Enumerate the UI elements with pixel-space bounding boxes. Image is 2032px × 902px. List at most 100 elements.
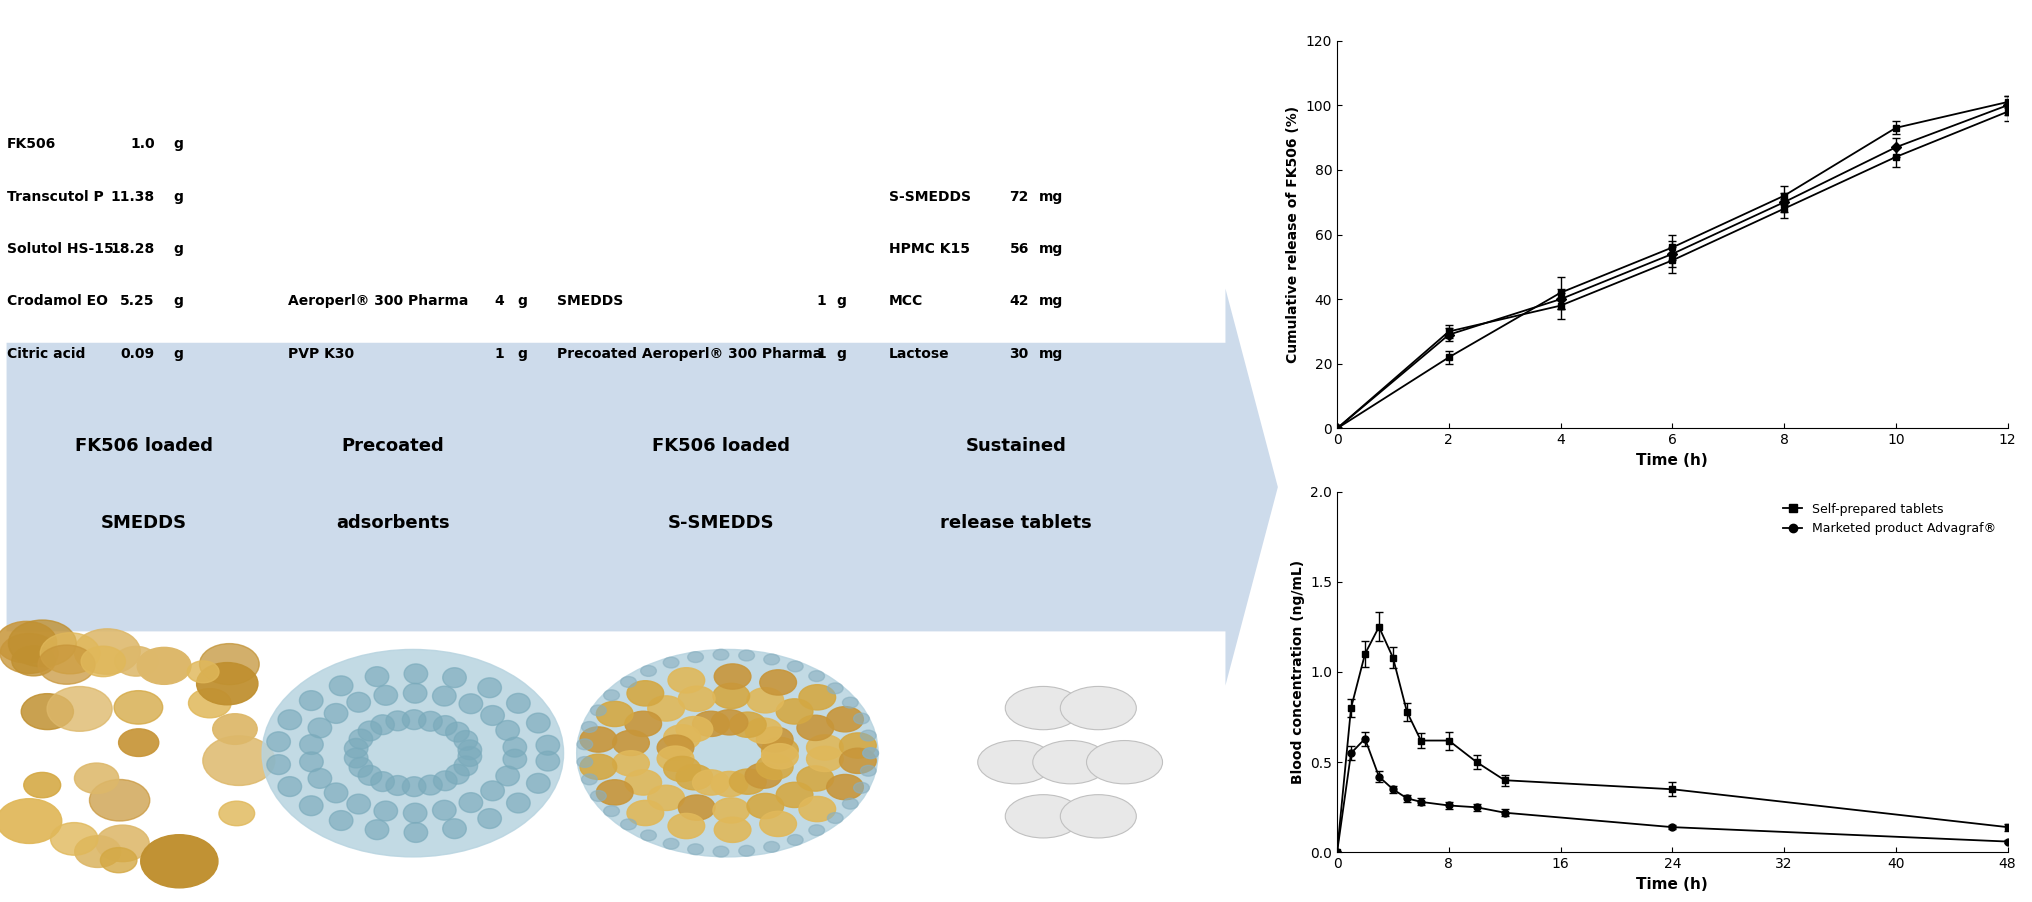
Circle shape [740, 845, 754, 856]
Circle shape [577, 649, 878, 857]
Text: 72: 72 [1010, 189, 1028, 204]
Circle shape [24, 772, 61, 797]
Text: mg: mg [1038, 189, 1063, 204]
Circle shape [20, 694, 73, 730]
Circle shape [843, 697, 858, 708]
Circle shape [591, 705, 606, 716]
Circle shape [786, 834, 803, 845]
Circle shape [786, 661, 803, 672]
Circle shape [860, 730, 876, 741]
Text: mg: mg [1038, 346, 1063, 361]
Ellipse shape [443, 667, 465, 687]
Y-axis label: Blood concentration (ng/mL): Blood concentration (ng/mL) [1290, 560, 1305, 784]
Text: HPMC K15: HPMC K15 [888, 242, 969, 256]
Ellipse shape [445, 723, 469, 742]
Circle shape [614, 731, 650, 756]
Ellipse shape [299, 796, 323, 815]
Circle shape [669, 814, 705, 839]
Ellipse shape [496, 721, 520, 741]
Ellipse shape [419, 775, 443, 795]
Circle shape [577, 757, 593, 768]
Text: 1: 1 [817, 346, 825, 361]
Circle shape [75, 763, 118, 794]
Circle shape [713, 846, 729, 857]
Circle shape [140, 834, 217, 888]
Ellipse shape [1061, 795, 1136, 838]
Text: adsorbents: adsorbents [337, 514, 449, 532]
Ellipse shape [347, 693, 370, 713]
Circle shape [827, 813, 843, 824]
Text: mg: mg [1038, 242, 1063, 256]
Text: 56: 56 [1010, 242, 1028, 256]
Circle shape [581, 774, 597, 785]
Circle shape [614, 750, 650, 776]
Circle shape [75, 629, 140, 674]
Circle shape [138, 648, 191, 685]
Ellipse shape [506, 793, 530, 813]
Circle shape [189, 688, 232, 718]
Ellipse shape [374, 801, 398, 821]
Text: 18.28: 18.28 [110, 242, 154, 256]
Ellipse shape [299, 734, 323, 754]
Circle shape [669, 667, 705, 693]
Ellipse shape [445, 764, 469, 784]
Ellipse shape [1006, 795, 1081, 838]
Ellipse shape [536, 751, 559, 771]
Circle shape [827, 683, 843, 694]
Text: g: g [837, 346, 845, 361]
Text: Crodamol EO: Crodamol EO [6, 294, 108, 308]
Circle shape [591, 790, 606, 801]
Text: S-SMEDDS: S-SMEDDS [669, 514, 774, 532]
Circle shape [764, 842, 780, 852]
Ellipse shape [478, 809, 502, 829]
Text: release tablets: release tablets [941, 514, 1091, 532]
Ellipse shape [350, 758, 372, 778]
Text: g: g [173, 294, 183, 308]
Circle shape [797, 766, 833, 791]
Polygon shape [6, 289, 1278, 686]
Circle shape [839, 748, 876, 773]
Text: Citric acid: Citric acid [6, 346, 85, 361]
Ellipse shape [404, 803, 427, 823]
Ellipse shape [347, 794, 370, 814]
Text: Precoated Aeroperl® 300 Pharma: Precoated Aeroperl® 300 Pharma [557, 346, 823, 361]
Circle shape [839, 733, 876, 759]
Circle shape [756, 727, 792, 752]
Ellipse shape [459, 694, 484, 713]
Ellipse shape [482, 705, 504, 725]
Ellipse shape [370, 772, 394, 792]
Text: FK506 loaded: FK506 loaded [652, 437, 790, 456]
Circle shape [75, 836, 120, 868]
Circle shape [760, 670, 797, 695]
Text: g: g [173, 137, 183, 152]
Ellipse shape [299, 691, 323, 711]
Circle shape [756, 754, 792, 779]
Circle shape [797, 715, 833, 741]
Ellipse shape [386, 776, 410, 796]
Ellipse shape [1087, 741, 1162, 784]
Circle shape [677, 716, 713, 741]
Ellipse shape [977, 741, 1055, 784]
Ellipse shape [343, 739, 368, 759]
Ellipse shape [343, 748, 368, 768]
Text: Aeroperl® 300 Pharma: Aeroperl® 300 Pharma [289, 294, 469, 308]
Circle shape [853, 782, 870, 793]
Text: 0.09: 0.09 [120, 346, 154, 361]
Circle shape [41, 633, 100, 674]
Text: S-SMEDDS: S-SMEDDS [888, 189, 971, 204]
Circle shape [96, 825, 148, 861]
Ellipse shape [504, 750, 526, 769]
Ellipse shape [1006, 686, 1081, 730]
Ellipse shape [404, 684, 427, 704]
Ellipse shape [478, 677, 502, 697]
Circle shape [114, 691, 163, 724]
Circle shape [0, 621, 57, 663]
Circle shape [746, 763, 782, 788]
Ellipse shape [433, 800, 455, 820]
Circle shape [827, 706, 864, 732]
Circle shape [640, 666, 656, 676]
Circle shape [860, 766, 876, 777]
Text: 5.25: 5.25 [120, 294, 154, 308]
Ellipse shape [506, 694, 530, 713]
Ellipse shape [350, 729, 372, 749]
